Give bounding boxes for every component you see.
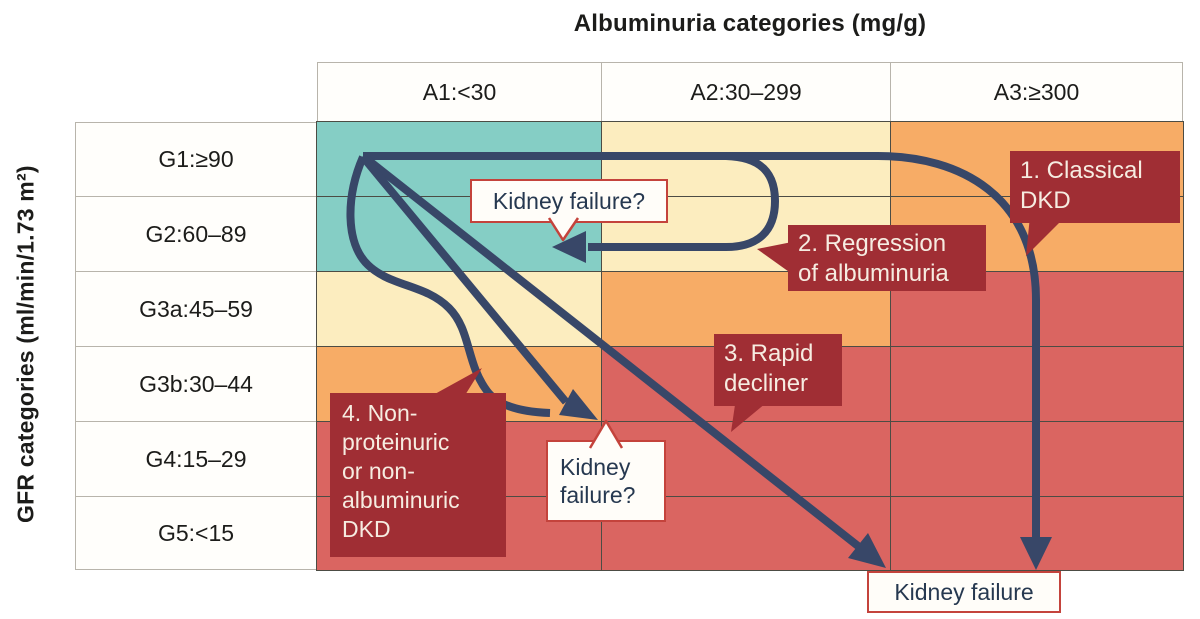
callout-nonproteinuric-dkd: 4. Non- proteinuric or non- albuminuric … bbox=[330, 393, 506, 557]
column-header-A1: A1:<30 bbox=[317, 62, 602, 122]
column-header-A3: A3:≥300 bbox=[890, 62, 1183, 122]
kidney-failure-question-box-lower: Kidney failure? bbox=[546, 440, 666, 522]
callout-rapid-decliner: 3. Rapid decliner bbox=[714, 334, 842, 406]
gfr-axis-label: GFR categories (ml/min/1.73 m²) bbox=[12, 165, 39, 523]
albuminuria-axis-title: Albuminuria categories (mg/g) bbox=[573, 10, 927, 37]
row-header-G1: G1:≥90 bbox=[75, 122, 317, 197]
row-header-G2: G2:60–89 bbox=[75, 196, 317, 272]
row-header-G4: G4:15–29 bbox=[75, 421, 317, 497]
row-header-G3a: G3a:45–59 bbox=[75, 271, 317, 347]
row-header-G3b: G3b:30–44 bbox=[75, 346, 317, 422]
callout-regression-of-albuminuria: 2. Regression of albuminuria bbox=[788, 225, 986, 291]
row-headers: G1:≥90 G2:60–89 G3a:45–59 G3b:30–44 G4:15–29… bbox=[75, 122, 317, 570]
kidney-failure-box: Kidney failure bbox=[867, 571, 1061, 613]
risk-cell-G4-A3 bbox=[890, 421, 1183, 497]
callout-classical-dkd: 1. Classical DKD bbox=[1010, 151, 1180, 223]
column-headers: A1:<30 A2:30–299 A3:≥300 bbox=[317, 62, 1183, 122]
risk-cell-G3b-A3 bbox=[890, 346, 1183, 422]
column-header-A2: A2:30–299 bbox=[601, 62, 891, 122]
kidney-failure-question-box-upper: Kidney failure? bbox=[470, 179, 668, 223]
risk-cell-G5-A3 bbox=[890, 496, 1183, 570]
row-header-G5: G5:<15 bbox=[75, 496, 317, 570]
risk-cell-G3a-A1 bbox=[316, 271, 602, 347]
